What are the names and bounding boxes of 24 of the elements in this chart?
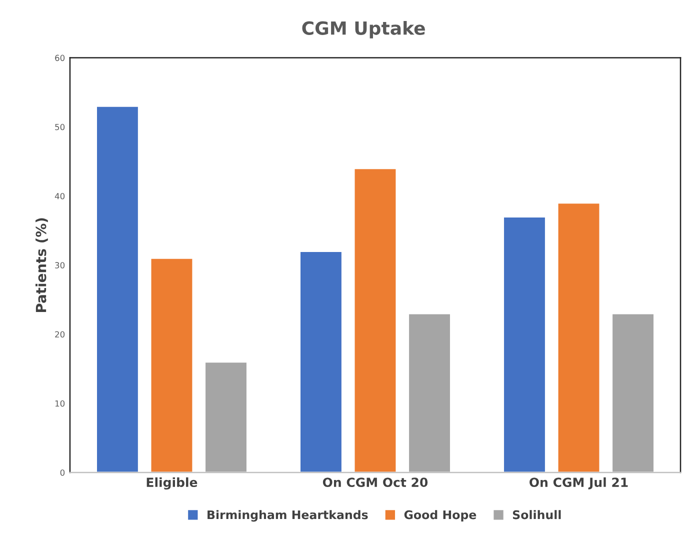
bar (353, 168, 398, 472)
bar (408, 312, 452, 472)
y-tick-label: 60 (55, 54, 65, 62)
legend-label: Birmingham Heartkands (208, 510, 368, 522)
legend-label: Good Hope (404, 510, 476, 522)
x-tick-label: Eligible (146, 477, 198, 490)
bar (299, 250, 343, 472)
bar (96, 105, 140, 472)
y-tick-label: 50 (55, 124, 65, 130)
x-tick-label: On CGM Oct 20 (322, 478, 428, 488)
bar (204, 361, 248, 472)
y-tick-label: 10 (55, 400, 65, 407)
bar (556, 202, 601, 472)
bar (502, 216, 546, 472)
x-tick-label: On CGM Jul 21 (530, 477, 628, 490)
y-axis-title: Patients (%) (36, 218, 48, 312)
legend-label: Solihull (512, 510, 561, 520)
y-tick-label: 40 (54, 193, 65, 200)
bar (150, 258, 194, 472)
y-tick-label: 0 (60, 469, 65, 476)
y-tick-label: 30 (55, 262, 65, 268)
y-tick-label: 20 (55, 331, 65, 338)
chart-title: CGM Uptake (302, 20, 425, 38)
bar (611, 312, 655, 472)
